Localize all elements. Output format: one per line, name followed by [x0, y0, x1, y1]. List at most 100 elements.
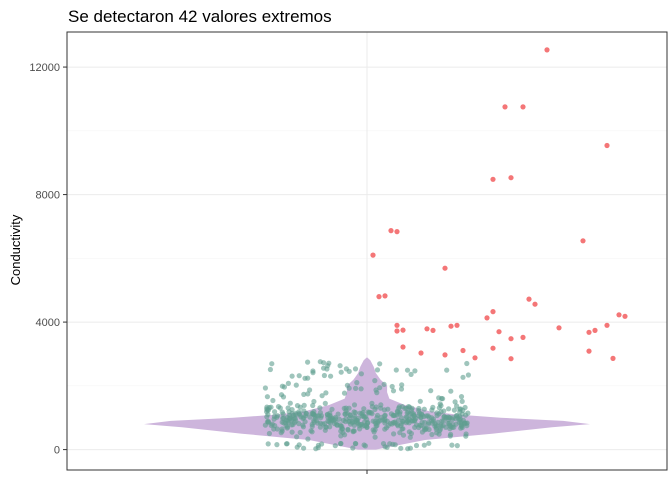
data-point [462, 404, 468, 411]
data-point [398, 386, 405, 392]
data-point [389, 421, 395, 427]
y-tick-label: 0 [54, 445, 60, 457]
data-point [454, 413, 460, 419]
data-point [417, 422, 423, 428]
data-point [265, 407, 272, 413]
data-point [300, 424, 306, 430]
outlier-point [616, 312, 622, 318]
data-point [350, 445, 356, 451]
outlier-point [454, 322, 460, 328]
data-point [264, 394, 270, 400]
data-point [324, 411, 330, 417]
outlier-point [418, 350, 424, 356]
data-point [289, 429, 295, 435]
data-point [302, 419, 308, 425]
data-point [412, 424, 418, 430]
outlier-point [532, 301, 538, 307]
data-point [408, 371, 414, 377]
data-point [382, 418, 388, 424]
data-point [358, 386, 364, 392]
data-point [309, 421, 315, 427]
data-point [310, 402, 316, 409]
data-point [297, 429, 303, 436]
data-point [391, 431, 397, 437]
data-point [287, 400, 293, 406]
data-point [429, 431, 435, 438]
data-point [456, 417, 463, 423]
data-point [421, 406, 427, 412]
outlier-point [424, 326, 430, 332]
data-point [323, 390, 329, 396]
data-point [312, 416, 318, 422]
data-point [358, 371, 364, 377]
data-point [382, 413, 388, 419]
data-point [459, 398, 465, 404]
data-point [351, 402, 358, 408]
outlier-point [604, 322, 610, 328]
outlier-point [580, 238, 586, 244]
data-point [454, 443, 460, 449]
data-point [346, 385, 352, 391]
data-point [262, 385, 268, 391]
data-point [421, 442, 427, 448]
data-point [352, 413, 358, 419]
data-point [284, 425, 290, 431]
data-point [387, 441, 393, 447]
outlier-point [484, 315, 490, 321]
data-point [343, 405, 349, 411]
data-point [282, 420, 289, 426]
data-point [397, 409, 403, 415]
data-point [438, 409, 444, 415]
data-point [436, 405, 442, 411]
data-point [452, 399, 458, 405]
data-point [338, 433, 344, 439]
data-point [361, 414, 368, 420]
data-point [321, 365, 327, 371]
data-point [346, 368, 352, 374]
y-tick-label: 8000 [36, 190, 60, 202]
outlier-point [472, 355, 478, 361]
data-point [329, 417, 335, 424]
data-point [280, 415, 286, 421]
data-point [444, 367, 450, 373]
data-point [430, 416, 436, 422]
data-point [269, 361, 275, 367]
data-point [377, 361, 383, 367]
data-point [374, 367, 381, 373]
points-layer [262, 47, 628, 452]
data-point [411, 413, 417, 419]
data-point [311, 398, 317, 405]
data-point [443, 414, 449, 420]
data-point [339, 426, 345, 432]
data-point [460, 417, 466, 423]
data-point [309, 429, 315, 435]
y-axis-label: Conductivity [8, 214, 23, 285]
outlier-point [394, 322, 400, 328]
data-point [294, 403, 301, 409]
data-point [426, 419, 432, 426]
data-point [266, 430, 272, 437]
data-point [405, 446, 411, 452]
data-point [389, 383, 395, 390]
data-point [437, 401, 443, 407]
outlier-point [490, 309, 496, 315]
data-point [400, 432, 407, 438]
outlier-point [442, 352, 448, 358]
data-point [360, 409, 366, 416]
outlier-point [526, 296, 532, 302]
data-point [301, 391, 307, 397]
data-point [393, 367, 399, 373]
data-point [307, 414, 313, 420]
data-point [372, 427, 378, 433]
outlier-point [520, 104, 526, 110]
data-point [398, 445, 404, 451]
data-point [372, 406, 378, 412]
data-point [294, 444, 300, 450]
data-point [341, 390, 348, 396]
data-point [399, 382, 405, 388]
data-point [447, 426, 453, 432]
data-point [381, 381, 387, 387]
data-point [279, 383, 285, 389]
outlier-point [400, 327, 406, 333]
